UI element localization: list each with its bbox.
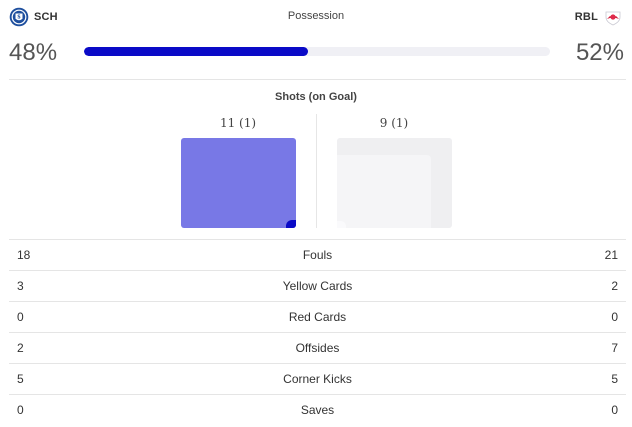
home-stat-value: 18 bbox=[17, 248, 31, 262]
stat-label: Red Cards bbox=[288, 310, 347, 324]
away-shots-count: 9 (1) bbox=[379, 116, 409, 130]
section-divider bbox=[9, 79, 626, 80]
shots-separator bbox=[316, 114, 317, 228]
stat-label: Offsides bbox=[295, 341, 340, 355]
stats-table: 18 Fouls 21 3 Yellow Cards 2 0 Red Cards… bbox=[9, 239, 626, 425]
schalke-crest-icon: S bbox=[9, 7, 29, 27]
away-team[interactable]: RBL bbox=[575, 7, 623, 27]
stat-row-corner-kicks: 5 Corner Kicks 5 bbox=[9, 363, 626, 394]
away-stat-value: 0 bbox=[611, 403, 618, 417]
away-possession-value: 52% bbox=[575, 39, 624, 66]
stat-label: Yellow Cards bbox=[282, 279, 353, 293]
home-shots-on-goal-box bbox=[286, 220, 296, 228]
home-possession-value: 48% bbox=[9, 39, 58, 66]
stat-label: Corner Kicks bbox=[283, 372, 352, 386]
stat-row-red-cards: 0 Red Cards 0 bbox=[9, 301, 626, 332]
away-stat-value: 0 bbox=[611, 310, 618, 324]
stat-label: Fouls bbox=[302, 248, 333, 262]
home-stat-value: 0 bbox=[17, 403, 24, 417]
away-stat-value: 5 bbox=[611, 372, 618, 386]
home-stat-value: 2 bbox=[17, 341, 24, 355]
home-team-abbr: SCH bbox=[34, 11, 58, 23]
home-stat-value: 0 bbox=[17, 310, 24, 324]
away-shots-on-goal-box bbox=[337, 221, 346, 228]
stat-row-yellow-cards: 3 Yellow Cards 2 bbox=[9, 270, 626, 301]
home-stat-value: 5 bbox=[17, 372, 24, 386]
away-shots-box bbox=[337, 138, 452, 228]
possession-row: 48% 52% bbox=[0, 38, 632, 70]
home-shots-box bbox=[181, 138, 296, 228]
home-shots-count: 11 (1) bbox=[219, 116, 257, 130]
away-stat-value: 2 bbox=[611, 279, 618, 293]
stat-row-saves: 0 Saves 0 bbox=[9, 394, 626, 425]
stat-row-offsides: 2 Offsides 7 bbox=[9, 332, 626, 363]
stat-label: Saves bbox=[300, 403, 335, 417]
match-header: S SCH Possession RBL bbox=[0, 0, 632, 36]
svg-text:S: S bbox=[17, 14, 21, 20]
home-team[interactable]: S SCH bbox=[9, 7, 58, 27]
away-shots-on-target-area bbox=[337, 155, 431, 228]
away-stat-value: 7 bbox=[611, 341, 618, 355]
away-team-abbr: RBL bbox=[574, 11, 598, 23]
shots-title: Shots (on Goal) bbox=[275, 91, 357, 103]
rb-leipzig-crest-icon bbox=[605, 11, 621, 26]
away-stat-value: 21 bbox=[604, 248, 618, 262]
stat-row-fouls: 18 Fouls 21 bbox=[9, 239, 626, 270]
possession-title: Possession bbox=[287, 10, 345, 22]
home-possession-fill bbox=[84, 47, 308, 56]
possession-bar bbox=[84, 47, 550, 56]
home-stat-value: 3 bbox=[17, 279, 24, 293]
